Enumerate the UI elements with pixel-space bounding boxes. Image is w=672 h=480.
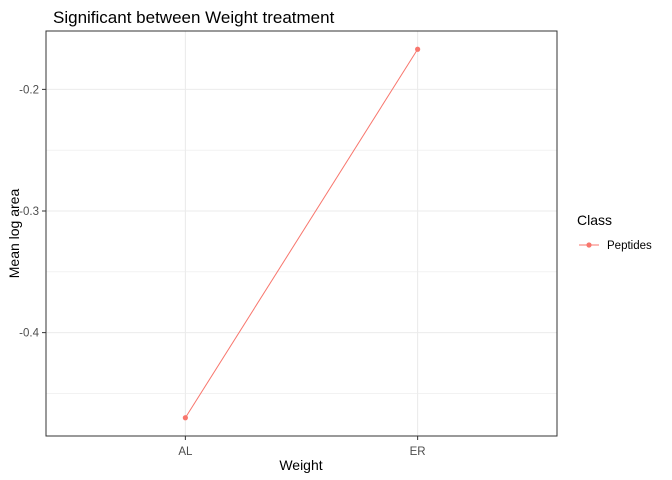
legend: Class Peptides: [577, 212, 652, 252]
plot-panel-border: [45, 30, 558, 437]
series-line: [184, 48, 419, 419]
x-axis-title: Weight: [279, 457, 322, 473]
chart-title: Significant between Weight treatment: [53, 8, 335, 27]
data-point: [182, 415, 188, 421]
data-point: [415, 46, 421, 52]
series-layer: [182, 46, 421, 421]
y-axis-ticks: -0.4 -0.3 -0.2: [19, 84, 46, 340]
x-axis-ticks: AL ER: [178, 436, 426, 458]
y-tick-label: -0.4: [19, 328, 39, 340]
legend-key-point: [586, 242, 592, 248]
x-tick-label: ER: [410, 446, 426, 458]
x-tick-label: AL: [178, 446, 193, 458]
y-tick-label: -0.2: [19, 84, 39, 96]
legend-title: Class: [577, 212, 612, 228]
y-tick-label: -0.3: [19, 206, 39, 218]
grid-lines: [46, 31, 557, 436]
legend-keys: Peptides: [579, 240, 652, 252]
legend-label: Peptides: [607, 240, 652, 252]
y-axis-title: Mean log area: [6, 189, 22, 279]
